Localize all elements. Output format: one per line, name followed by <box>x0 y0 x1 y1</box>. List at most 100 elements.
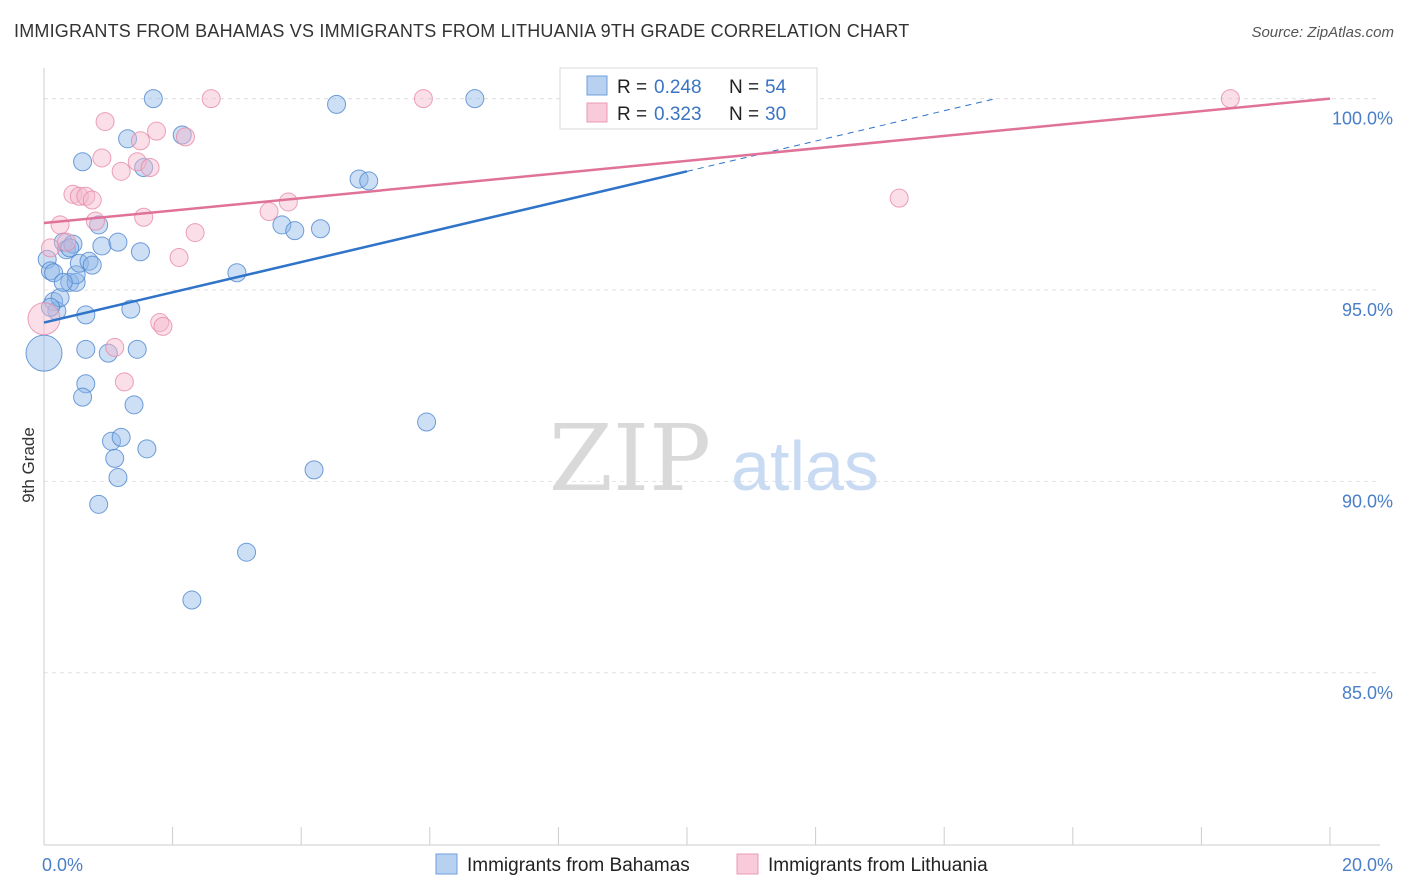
point-bahamas <box>417 412 437 432</box>
watermark-zip: ZIP <box>549 405 711 512</box>
legend-r-value-1: 0.248 <box>654 77 702 98</box>
gridlines <box>44 98 1380 674</box>
point-lithuania <box>169 247 189 267</box>
series-label-bahamas: Immigrants from Bahamas <box>467 855 690 876</box>
point-bahamas <box>465 89 485 109</box>
point-bahamas <box>272 215 292 235</box>
y-tick-label: 100.0% <box>1332 109 1393 129</box>
legend-n-value-2: 30 <box>765 104 786 125</box>
point-bahamas <box>40 261 60 281</box>
point-bahamas <box>73 387 93 407</box>
source-label: Source: ZipAtlas.com <box>1251 24 1394 41</box>
legend-swatch-pink <box>586 102 608 123</box>
point-bahamas <box>359 171 379 191</box>
point-bahamas <box>50 288 70 308</box>
point-lithuania <box>105 337 125 357</box>
trend-line-bahamas <box>43 170 688 324</box>
point-lithuania <box>140 158 160 178</box>
point-bahamas <box>60 238 80 258</box>
point-bahamas <box>127 339 147 359</box>
axes <box>43 68 1380 846</box>
point-lithuania <box>92 148 112 168</box>
point-bahamas <box>111 427 131 447</box>
point-lithuania <box>57 232 77 252</box>
point-lithuania <box>153 316 173 336</box>
point-bahamas <box>89 494 109 514</box>
legend-n-label-1: N = <box>729 77 759 98</box>
point-lithuania <box>889 188 909 208</box>
point-bahamas <box>105 448 125 468</box>
watermark: ZIP atlas <box>549 405 879 512</box>
point-lithuania <box>413 89 433 109</box>
point-lithuania <box>111 161 131 181</box>
point-bahamas <box>44 263 64 283</box>
point-bahamas <box>121 299 141 319</box>
correlation-legend: R = 0.248 N = 54 R = 0.323 N = 30 <box>559 67 818 130</box>
point-bahamas <box>327 94 347 114</box>
point-bahamas <box>92 236 112 256</box>
point-lithuania <box>69 186 89 206</box>
point-lithuania <box>150 313 170 333</box>
legend-swatch-blue <box>586 75 608 96</box>
legend-r-label-1: R = <box>617 77 647 98</box>
point-bahamas <box>285 221 305 241</box>
point-lithuania <box>82 190 102 210</box>
point-bahamas <box>304 460 324 480</box>
point-bahamas <box>89 215 109 235</box>
point-bahamas <box>60 272 80 292</box>
point-bahamas <box>124 395 144 415</box>
point-bahamas <box>310 219 330 239</box>
point-bahamas <box>76 339 96 359</box>
point-lithuania <box>259 202 279 222</box>
point-lithuania <box>201 89 221 109</box>
legend-r-value-2: 0.323 <box>654 104 702 125</box>
point-bahamas <box>130 242 150 262</box>
point-lithuania <box>185 223 205 243</box>
point-lithuania <box>50 215 70 235</box>
point-bahamas <box>137 439 157 459</box>
point-lithuania <box>175 127 195 147</box>
point-bahamas <box>349 169 369 189</box>
data-points <box>25 89 1240 610</box>
y-tick-labels: 85.0% 90.0% 95.0% 100.0% <box>1332 109 1393 703</box>
point-bahamas <box>63 234 83 254</box>
trend-line-lithuania <box>43 97 1331 225</box>
chart-title: IMMIGRANTS FROM BAHAMAS VS IMMIGRANTS FR… <box>14 21 910 41</box>
x-tick-label: 0.0% <box>42 855 83 875</box>
point-lithuania <box>147 121 167 141</box>
point-bahamas <box>73 152 93 172</box>
point-bahamas <box>108 468 128 488</box>
point-lithuania <box>40 238 60 258</box>
x-tick-label: 20.0% <box>1342 855 1393 875</box>
series-swatch-bahamas <box>435 853 458 875</box>
series-legend: Immigrants from Bahamas Immigrants from … <box>435 853 988 876</box>
point-bahamas <box>25 334 63 372</box>
legend-n-value-1: 54 <box>765 77 787 98</box>
legend-n-label-2: N = <box>729 104 759 125</box>
series-swatch-lithuania <box>736 853 759 875</box>
point-bahamas <box>108 232 128 252</box>
point-lithuania <box>95 112 115 132</box>
point-bahamas <box>182 590 202 610</box>
series-label-lithuania: Immigrants from Lithuania <box>768 855 988 876</box>
point-lithuania <box>134 207 154 227</box>
point-lithuania <box>278 192 298 212</box>
point-lithuania <box>114 372 134 392</box>
y-axis-title: 9th Grade <box>19 427 38 503</box>
point-bahamas <box>143 89 163 109</box>
point-lithuania <box>1220 89 1240 109</box>
point-bahamas <box>79 251 99 271</box>
trend-lines <box>43 97 1331 324</box>
point-lithuania <box>127 152 147 172</box>
y-tick-label: 85.0% <box>1342 683 1393 703</box>
point-bahamas <box>172 125 192 145</box>
y-tick-label: 95.0% <box>1342 300 1393 320</box>
point-bahamas <box>237 542 257 562</box>
point-bahamas <box>82 255 102 275</box>
point-lithuania <box>85 211 105 231</box>
watermark-atlas: atlas <box>731 427 879 505</box>
point-bahamas <box>53 272 73 292</box>
y-tick-label: 90.0% <box>1342 491 1393 511</box>
point-lithuania <box>130 131 150 151</box>
